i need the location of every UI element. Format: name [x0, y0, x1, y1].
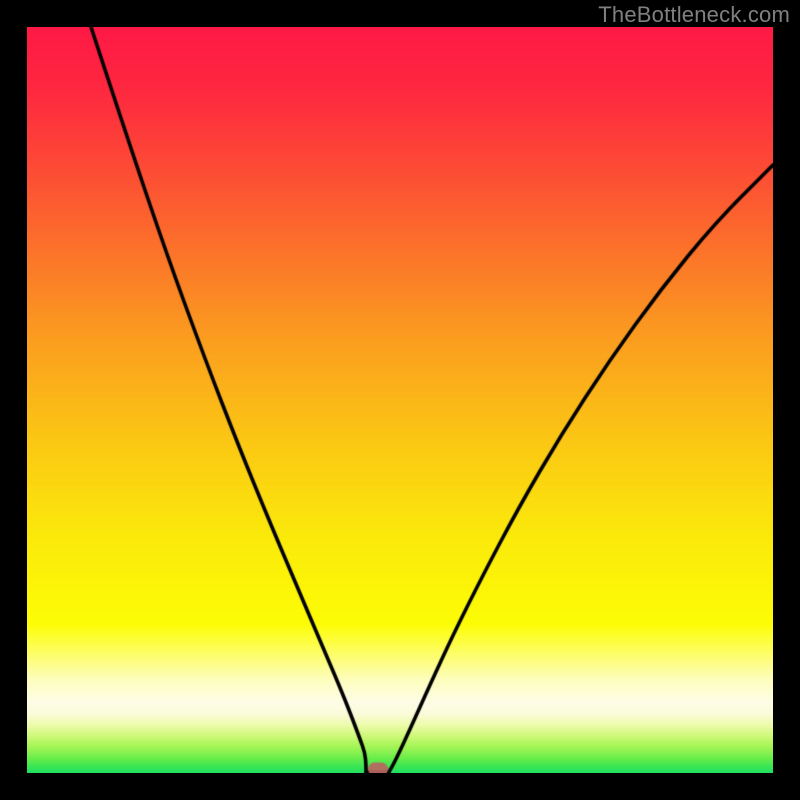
chart-stage: TheBottleneck.com	[0, 0, 800, 800]
watermark-text: TheBottleneck.com	[598, 2, 790, 28]
bottleneck-curve	[27, 27, 773, 773]
